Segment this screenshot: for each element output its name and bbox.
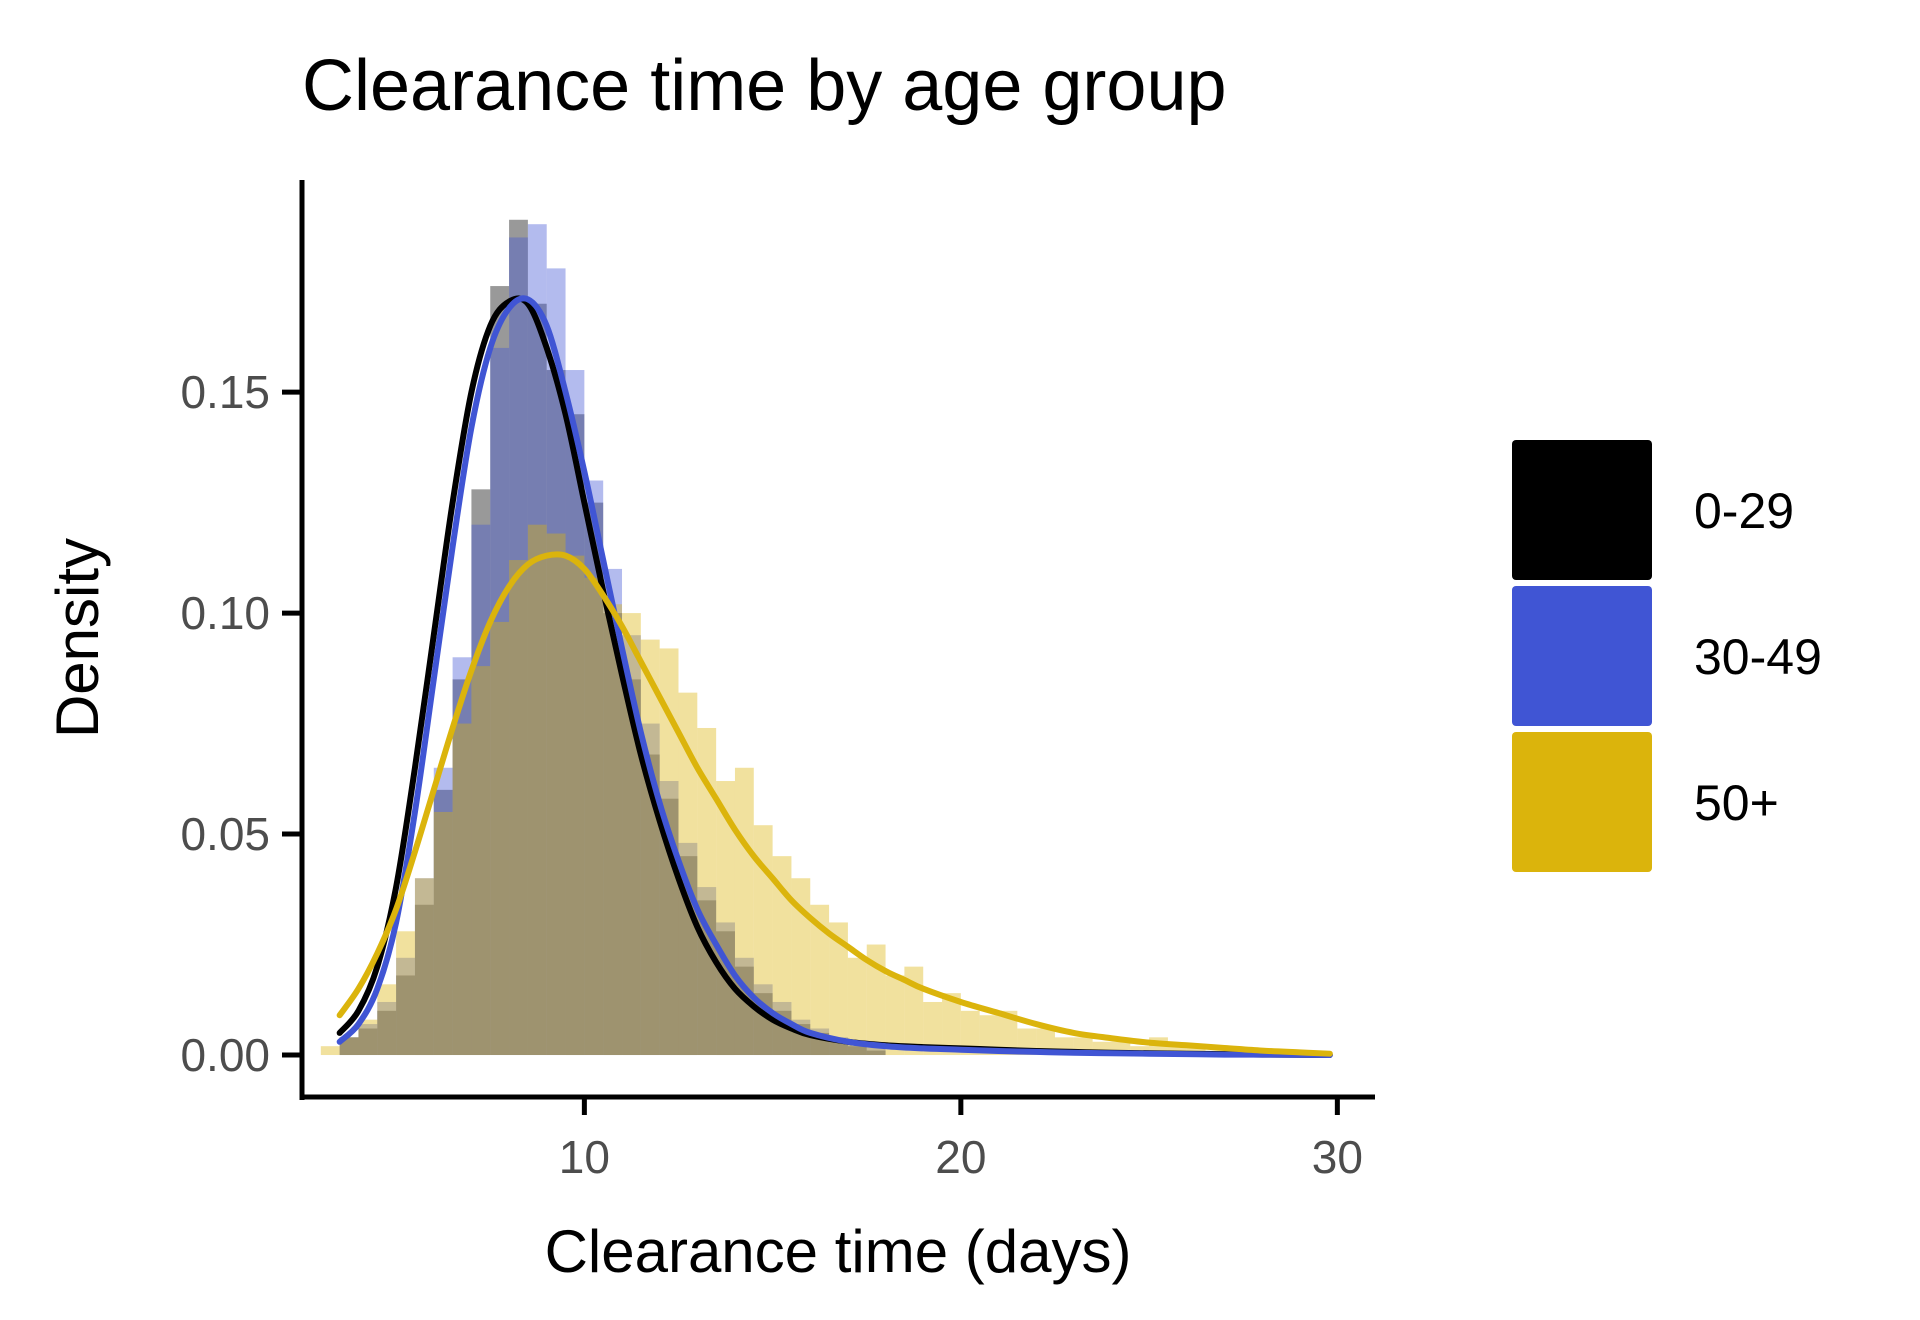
hist-bar-0-29-9 bbox=[509, 219, 528, 1056]
hist-bar-0-29-6 bbox=[452, 679, 472, 1056]
hist-bar-50-2 bbox=[358, 1019, 378, 1056]
legend-key-50 bbox=[1512, 732, 1652, 872]
hist-bar-50-17 bbox=[640, 639, 660, 1056]
x-tick-label-30: 30 bbox=[1312, 1131, 1363, 1183]
histogram-series-50 bbox=[320, 524, 1319, 1056]
x-axis-ticks: 10 20 30 bbox=[559, 1097, 1363, 1183]
hist-bar-50-10 bbox=[509, 560, 528, 1056]
hist-bar-0-29-15 bbox=[622, 679, 641, 1056]
hist-bar-30-49-9 bbox=[509, 237, 528, 1056]
y-tick-label-0-15: 0.15 bbox=[180, 366, 270, 418]
x-tick-label-10: 10 bbox=[559, 1131, 610, 1183]
hist-bar-0-29-8 bbox=[490, 286, 510, 1056]
hist-bar-50-33 bbox=[942, 993, 961, 1056]
hist-bar-50-35 bbox=[979, 1015, 999, 1056]
x-tick-label-20: 20 bbox=[935, 1131, 986, 1183]
hist-bar-50-6 bbox=[433, 811, 453, 1056]
hist-bar-30-49-8 bbox=[490, 347, 510, 1056]
chart-title: Clearance time by age group bbox=[302, 46, 1227, 126]
density-curves-layer bbox=[336, 295, 1333, 1059]
y-axis-title: Density bbox=[44, 538, 111, 738]
hist-bar-50-25 bbox=[791, 878, 811, 1056]
hist-bar-50-15 bbox=[603, 604, 623, 1056]
hist-bar-50-12 bbox=[546, 533, 566, 1056]
hist-bar-50-11 bbox=[527, 524, 547, 1056]
hist-bar-50-20 bbox=[697, 727, 717, 1056]
hist-bar-0-29-28 bbox=[866, 1050, 886, 1056]
legend-key-30-49 bbox=[1512, 586, 1652, 726]
y-tick-label-0-00: 0.00 bbox=[180, 1029, 270, 1081]
hist-bar-50-29 bbox=[866, 944, 886, 1056]
hist-bar-0-29-3 bbox=[396, 975, 415, 1056]
hist-bar-30-49-3 bbox=[396, 957, 415, 1056]
hist-bar-30-49-28 bbox=[866, 1046, 886, 1056]
histogram-series-30-49 bbox=[339, 224, 886, 1056]
y-tick-label-0-05: 0.05 bbox=[180, 808, 270, 860]
hist-bar-50-22 bbox=[734, 767, 754, 1056]
hist-bar-30-49-19 bbox=[697, 887, 717, 1056]
legend: 0-29 30-49 50+ bbox=[1512, 440, 1822, 872]
hist-bar-50-30 bbox=[885, 975, 905, 1056]
hist-bar-30-49-5 bbox=[433, 767, 453, 1056]
hist-bar-50-7 bbox=[452, 723, 472, 1056]
hist-bar-50-14 bbox=[584, 577, 604, 1056]
legend-label-0-29: 0-29 bbox=[1694, 483, 1794, 539]
hist-bar-50-32 bbox=[923, 1001, 943, 1056]
hist-bar-30-49-1 bbox=[358, 1024, 378, 1056]
hist-bar-50-27 bbox=[829, 922, 848, 1056]
hist-bar-30-49-14 bbox=[603, 568, 623, 1056]
density-line-30-49 bbox=[336, 295, 1333, 1059]
y-axis-ticks: 0.00 0.05 0.10 0.15 bbox=[180, 366, 302, 1081]
x-axis-title: Clearance time (days) bbox=[545, 1218, 1132, 1285]
hist-bar-50-8 bbox=[471, 666, 491, 1056]
hist-bar-0-29-11 bbox=[546, 370, 566, 1056]
hist-bar-0-29-27 bbox=[847, 1046, 867, 1056]
hist-bar-30-49-2 bbox=[377, 1001, 397, 1056]
hist-bar-0-29-10 bbox=[527, 303, 547, 1056]
hist-bar-0-29-2 bbox=[377, 1010, 397, 1056]
hist-bar-50-46 bbox=[1186, 1046, 1206, 1056]
hist-bar-50-3 bbox=[377, 984, 397, 1056]
hist-bar-30-49-4 bbox=[414, 878, 434, 1056]
hist-bar-50-34 bbox=[960, 1010, 980, 1056]
hist-bar-50-19 bbox=[678, 692, 698, 1056]
hist-bar-0-29-14 bbox=[603, 613, 623, 1056]
hist-bar-30-49-12 bbox=[565, 370, 585, 1056]
hist-bar-50-9 bbox=[490, 621, 510, 1056]
hist-bar-0-29-5 bbox=[433, 789, 453, 1056]
hist-bar-50-26 bbox=[810, 904, 830, 1056]
hist-bar-0-29-16 bbox=[640, 754, 660, 1056]
legend-key-0-29 bbox=[1512, 440, 1652, 580]
hist-bar-50-13 bbox=[565, 555, 585, 1056]
legend-label-50: 50+ bbox=[1694, 775, 1779, 831]
hist-bar-50-24 bbox=[772, 856, 792, 1056]
hist-bar-50-4 bbox=[396, 931, 415, 1056]
hist-bar-0-29-26 bbox=[829, 1041, 848, 1056]
hist-bar-50-36 bbox=[998, 1010, 1018, 1056]
hist-bar-0-29-12 bbox=[565, 414, 585, 1056]
legend-label-30-49: 30-49 bbox=[1694, 629, 1822, 685]
hist-bar-30-49-13 bbox=[584, 480, 604, 1056]
hist-bar-0-29-1 bbox=[358, 1028, 378, 1056]
hist-bar-30-49-10 bbox=[527, 224, 547, 1056]
hist-bar-0-29-4 bbox=[414, 904, 434, 1056]
hist-bar-50-28 bbox=[847, 957, 867, 1056]
hist-bar-30-49-6 bbox=[452, 657, 472, 1056]
y-tick-label-0-10: 0.10 bbox=[180, 587, 270, 639]
hist-bar-50-23 bbox=[753, 825, 773, 1056]
hist-bar-50-0 bbox=[320, 1046, 340, 1056]
hist-bar-0-29-13 bbox=[584, 502, 604, 1056]
hist-bar-50-5 bbox=[414, 878, 434, 1056]
hist-bar-0-29-20 bbox=[716, 931, 735, 1056]
density-line-50 bbox=[336, 551, 1333, 1057]
hist-bar-30-49-11 bbox=[546, 268, 566, 1056]
